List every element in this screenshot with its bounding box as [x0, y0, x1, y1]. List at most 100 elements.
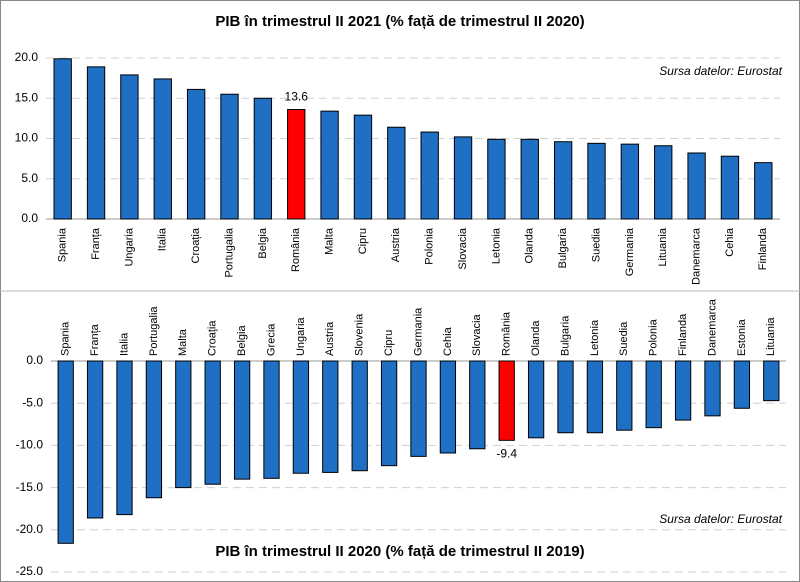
bar — [645, 360, 662, 429]
x-tick-label: Franța — [89, 323, 101, 356]
x-tick-label: Suedia — [590, 227, 602, 262]
bar — [351, 360, 368, 472]
source-note: Sursa datelor: Eurostat — [659, 512, 782, 526]
bar — [186, 88, 206, 220]
bar — [754, 162, 773, 220]
bar — [520, 138, 539, 220]
y-tick-label: 15.0 — [15, 90, 39, 104]
x-tick-label: Finlanda — [757, 227, 769, 270]
bar — [654, 145, 673, 220]
x-tick-label: Suedia — [618, 321, 630, 356]
x-tick-label: Letonia — [490, 227, 502, 264]
x-tick-label: Germania — [624, 227, 636, 276]
x-tick-label: Danemarca — [706, 298, 718, 356]
x-tick-label: Grecia — [265, 323, 277, 356]
x-tick-label: România — [501, 311, 513, 356]
chart-title: PIB în trimestrul II 2020 (% față de tri… — [215, 543, 584, 560]
x-tick-label: Polonia — [648, 318, 660, 356]
bar — [57, 360, 74, 544]
bar — [674, 360, 692, 421]
bar — [116, 360, 133, 516]
bar — [86, 66, 106, 220]
bar — [763, 360, 780, 402]
y-tick-label: -20.0 — [16, 522, 44, 536]
bar — [586, 360, 604, 434]
bar — [175, 360, 192, 489]
x-tick-label: Slovacia — [457, 227, 469, 269]
x-tick-label: Lituania — [657, 227, 669, 266]
x-tick-label: Polonia — [424, 227, 436, 265]
bar — [292, 360, 310, 474]
x-tick-label: Ungaria — [123, 227, 135, 266]
value-label: 13.6 — [285, 90, 309, 104]
x-tick-label: Danemarca — [690, 227, 702, 285]
x-tick-label: Cipru — [383, 330, 395, 356]
x-tick-label: Belgia — [236, 325, 248, 356]
bar — [620, 143, 640, 220]
bar — [687, 152, 706, 220]
x-tick-label: Germania — [412, 307, 424, 356]
x-tick-label: Malta — [323, 227, 335, 255]
x-tick-label: Croația — [190, 227, 202, 263]
x-tick-label: Slovenia — [354, 313, 366, 356]
x-tick-label: Bulgaria — [559, 315, 571, 356]
x-tick-label: Estonia — [736, 318, 748, 356]
bar — [527, 360, 545, 439]
x-tick-label: Austria — [390, 227, 402, 262]
x-tick-label: Italia — [157, 227, 169, 251]
x-tick-label: Cehia — [724, 227, 736, 257]
x-tick-label: România — [290, 227, 302, 272]
x-tick-label: Ungaria — [295, 317, 307, 356]
bar — [420, 131, 439, 220]
source-note: Sursa datelor: Eurostat — [659, 64, 782, 78]
bar — [487, 138, 506, 220]
x-tick-label: Austria — [324, 321, 336, 356]
bar — [557, 360, 574, 434]
x-tick-label: Portugalia — [148, 306, 160, 356]
x-tick-label: Spania — [60, 321, 72, 356]
y-tick-label: -25.0 — [16, 564, 44, 578]
x-tick-label: Cehia — [442, 326, 454, 356]
x-tick-label: Franța — [90, 227, 102, 260]
x-tick-label: Portugalia — [223, 227, 235, 277]
chart-title: PIB în trimestrul II 2021 (% față de tri… — [215, 13, 584, 30]
bar — [616, 360, 633, 431]
bar — [733, 360, 751, 409]
bar — [498, 360, 515, 441]
bar — [469, 360, 486, 450]
bar — [322, 360, 339, 473]
bar — [86, 360, 104, 519]
x-tick-label: Croația — [207, 320, 219, 356]
bar — [453, 136, 473, 220]
x-tick-label: Letonia — [589, 319, 601, 356]
bar — [320, 110, 339, 220]
y-tick-label: 0.0 — [26, 353, 43, 367]
bar — [220, 93, 239, 220]
bar — [380, 360, 398, 467]
bar — [353, 114, 373, 220]
bar — [704, 360, 721, 417]
y-tick-label: -10.0 — [16, 438, 44, 452]
bar — [410, 360, 427, 457]
bar — [145, 360, 163, 499]
value-label: -9.4 — [496, 447, 517, 461]
y-tick-label: 5.0 — [21, 171, 38, 185]
y-tick-label: -15.0 — [16, 480, 44, 494]
x-tick-label: Olanda — [530, 320, 542, 356]
bar — [120, 74, 139, 220]
bar — [387, 126, 406, 220]
x-tick-label: Olanda — [524, 227, 536, 263]
bar — [439, 360, 457, 454]
bar — [153, 78, 172, 220]
bar — [553, 141, 573, 220]
bar — [587, 142, 606, 220]
x-tick-label: Malta — [177, 328, 189, 356]
x-tick-label: Italia — [118, 332, 130, 356]
y-tick-label: 20.0 — [15, 50, 39, 64]
y-tick-label: -5.0 — [22, 395, 43, 409]
bar — [204, 360, 221, 485]
bar — [233, 360, 251, 480]
y-tick-label: 0.0 — [21, 211, 38, 225]
bar — [720, 155, 740, 220]
x-tick-label: Lituania — [765, 317, 777, 356]
